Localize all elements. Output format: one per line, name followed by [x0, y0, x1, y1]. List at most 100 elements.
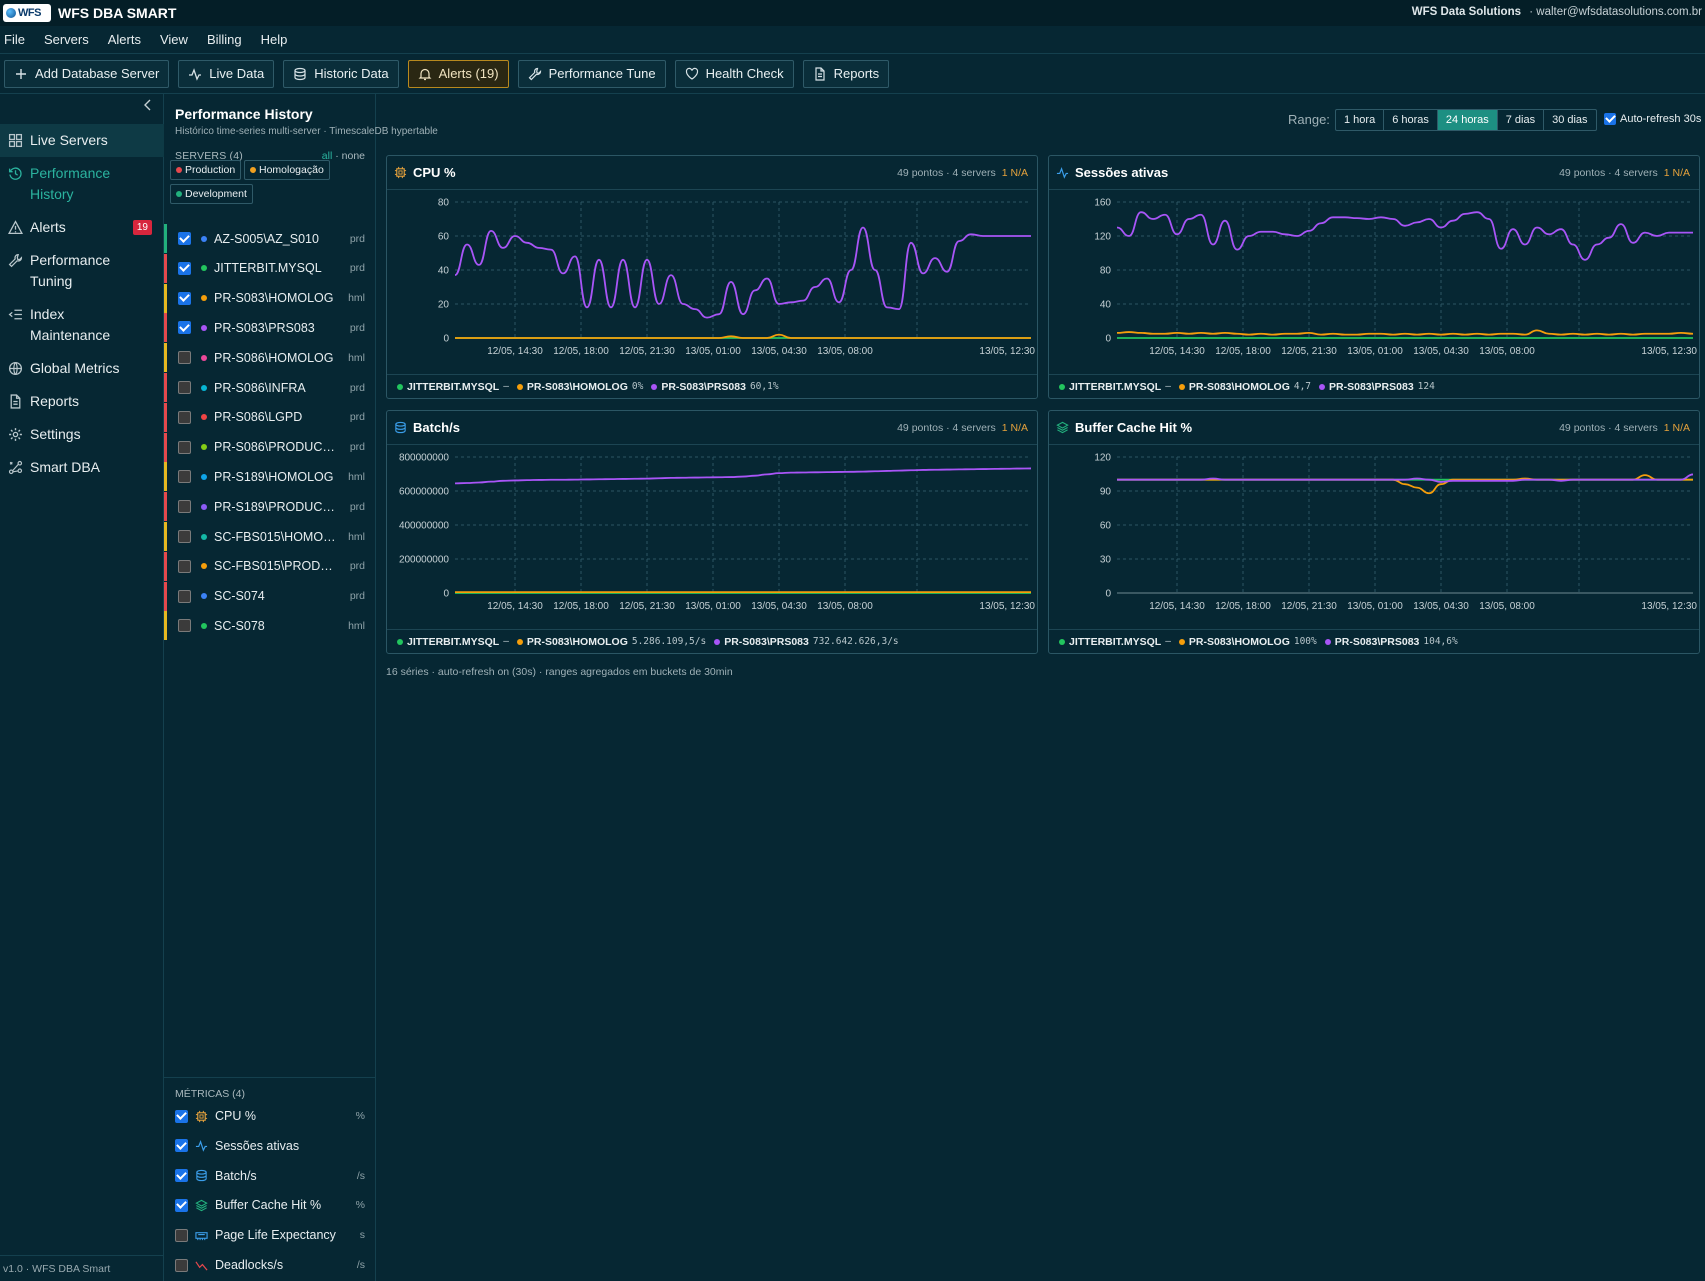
legend-item[interactable]: PR-S083\PRS083 732.642.626,3/s	[714, 636, 899, 648]
server-row[interactable]: PR-S189\PRODUCAO prd	[164, 492, 375, 522]
metric-row[interactable]: Buffer Cache Hit %%	[164, 1191, 375, 1219]
metric-checkbox[interactable]	[175, 1109, 188, 1123]
legend-last-value: 732.642.626,3/s	[812, 636, 899, 647]
server-checkbox[interactable]	[178, 351, 191, 365]
server-checkbox[interactable]	[178, 500, 191, 514]
sidebar-item-global-metrics[interactable]: Global Metrics	[0, 352, 164, 385]
server-row[interactable]: PR-S189\HOMOLOG hml	[164, 462, 375, 492]
sidebar-item-alerts[interactable]: Alerts 19	[0, 211, 164, 244]
metric-checkbox[interactable]	[175, 1258, 188, 1272]
auto-refresh-checkbox[interactable]	[1604, 113, 1616, 125]
server-checkbox[interactable]	[178, 619, 191, 633]
server-row[interactable]: PR-S086\HOMOLOG hml	[164, 343, 375, 373]
legend-item[interactable]: PR-S083\HOMOLOG 4,7	[1178, 381, 1311, 393]
live-data-button[interactable]: Live Data	[178, 59, 275, 88]
server-checkbox[interactable]	[178, 321, 191, 335]
server-checkbox[interactable]	[178, 470, 191, 484]
range-option-1-hora[interactable]: 1 hora	[1336, 110, 1385, 130]
metric-row[interactable]: Batch/s/s	[164, 1162, 375, 1190]
legend-item[interactable]: PR-S083\HOMOLOG 5.286.109,5/s	[516, 636, 706, 648]
auto-refresh-toggle[interactable]: Auto-refresh 30s	[1604, 113, 1701, 125]
legend-color-dot	[1319, 383, 1326, 390]
metric-checkbox[interactable]	[175, 1198, 188, 1212]
menu-billing[interactable]: Billing	[206, 32, 242, 47]
database-icon	[394, 421, 407, 434]
server-checkbox[interactable]	[178, 589, 191, 603]
range-option-7-dias[interactable]: 7 dias	[1498, 110, 1545, 130]
server-row[interactable]: PR-S086\PRODUCAO prd	[164, 432, 375, 462]
server-row[interactable]: PR-S086\LGPD prd	[164, 402, 375, 432]
metric-row[interactable]: CPU %%	[164, 1102, 375, 1130]
server-checkbox[interactable]	[178, 440, 191, 454]
select-all-link[interactable]: all	[321, 150, 333, 162]
legend-item[interactable]: PR-S083\HOMOLOG 0%	[516, 381, 643, 393]
server-row[interactable]: AZ-S005\AZ_S010 prd	[164, 224, 375, 253]
reports-button[interactable]: Reports	[802, 59, 890, 88]
metric-checkbox[interactable]	[175, 1169, 188, 1183]
server-name: SC-FBS015\HOMOLOG	[214, 529, 339, 544]
server-row[interactable]: JITTERBIT.MYSQL prd	[164, 253, 375, 283]
env-filter-homologação[interactable]: Homologação	[244, 160, 330, 180]
server-row[interactable]: PR-S086\INFRA prd	[164, 373, 375, 402]
sidebar-item-performance-history[interactable]: Performance History	[0, 157, 164, 211]
add-database-server-button[interactable]: Add Database Server	[4, 59, 170, 88]
sidebar-item-live-servers[interactable]: Live Servers	[0, 124, 164, 157]
server-checkbox[interactable]	[178, 291, 191, 305]
chart-plot: 0 200000000 400000000 600000000 800000000 12/…	[399, 453, 1035, 613]
performance-tune-button[interactable]: Performance Tune	[517, 59, 666, 88]
server-env: prd	[349, 262, 365, 275]
legend-item[interactable]: PR-S083\PRS083 104,6%	[1324, 636, 1458, 648]
server-row[interactable]: SC-FBS015\HOMOLOG hml	[164, 522, 375, 551]
alerts-button[interactable]: Alerts (19)	[407, 59, 509, 88]
legend-item[interactable]: JITTERBIT.MYSQL –	[1059, 381, 1171, 393]
env-filter-development[interactable]: Development	[170, 184, 253, 204]
metric-checkbox[interactable]	[175, 1139, 188, 1153]
legend-item[interactable]: JITTERBIT.MYSQL –	[397, 381, 509, 393]
legend-item[interactable]: JITTERBIT.MYSQL –	[397, 636, 509, 648]
menu-servers[interactable]: Servers	[43, 32, 89, 47]
server-row[interactable]: PR-S083\PRS083 prd	[164, 313, 375, 343]
metric-row[interactable]: Deadlocks/s/s	[164, 1251, 375, 1279]
range-option-30-dias[interactable]: 30 dias	[1552, 114, 1588, 126]
sidebar-item-smart-dba[interactable]: Smart DBA	[0, 451, 164, 484]
server-row[interactable]: SC-FBS015\PRODUCAO prd	[164, 551, 375, 581]
legend-item[interactable]: PR-S083\PRS083 124	[1319, 381, 1435, 393]
server-env: hml	[348, 619, 365, 632]
historic-data-button[interactable]: Historic Data	[283, 59, 399, 88]
legend-item[interactable]: JITTERBIT.MYSQL –	[1059, 636, 1171, 648]
legend-item[interactable]: PR-S083\PRS083 60,1%	[651, 381, 779, 393]
collapse-sidebar-icon[interactable]	[143, 99, 153, 111]
metric-row[interactable]: Sessões ativas	[164, 1132, 375, 1160]
server-checkbox[interactable]	[178, 410, 191, 424]
server-checkbox[interactable]	[178, 559, 191, 573]
server-row[interactable]: SC-S078 hml	[164, 611, 375, 641]
sidebar-item-performance-tuning[interactable]: Performance Tuning	[0, 244, 164, 298]
metric-row[interactable]: Page Life Expectancy s	[164, 1221, 375, 1249]
chart-title-text: Sessões ativas	[1075, 165, 1169, 180]
legend-item[interactable]: PR-S083\HOMOLOG 100%	[1178, 636, 1317, 648]
env-filter-production[interactable]: Production	[170, 160, 242, 180]
menu-file[interactable]: File	[4, 32, 25, 47]
sidebar-item-reports[interactable]: Reports	[0, 385, 164, 418]
sidebar-item-index-maintenance[interactable]: Index Maintenance	[0, 298, 164, 352]
x-tick-label: 12/05, 14:30	[487, 601, 543, 612]
health-check-button[interactable]: Health Check	[674, 59, 794, 88]
menu-help[interactable]: Help	[260, 32, 288, 47]
legend-series-name: JITTERBIT.MYSQL	[407, 635, 500, 648]
server-row[interactable]: SC-S074 prd	[164, 581, 375, 611]
select-none-link[interactable]: none	[341, 150, 365, 162]
server-checkbox[interactable]	[178, 530, 191, 543]
menu-view[interactable]: View	[159, 32, 188, 47]
x-tick-label: 13/05, 08:00	[817, 346, 873, 357]
metric-checkbox[interactable]	[175, 1228, 188, 1242]
server-checkbox[interactable]	[178, 232, 191, 245]
range-option-24-horas[interactable]: 24 horas	[1437, 110, 1498, 130]
server-row[interactable]: PR-S083\HOMOLOG hml	[164, 283, 375, 313]
range-option-6-horas[interactable]: 6 horas	[1384, 110, 1438, 130]
server-checkbox[interactable]	[178, 381, 191, 394]
sidebar-item-settings[interactable]: Settings	[0, 418, 164, 451]
menu-alerts[interactable]: Alerts	[107, 32, 141, 47]
server-checkbox[interactable]	[178, 261, 191, 275]
x-tick-label: 13/05, 12:30	[979, 346, 1035, 357]
page-title: Performance History	[175, 106, 313, 122]
